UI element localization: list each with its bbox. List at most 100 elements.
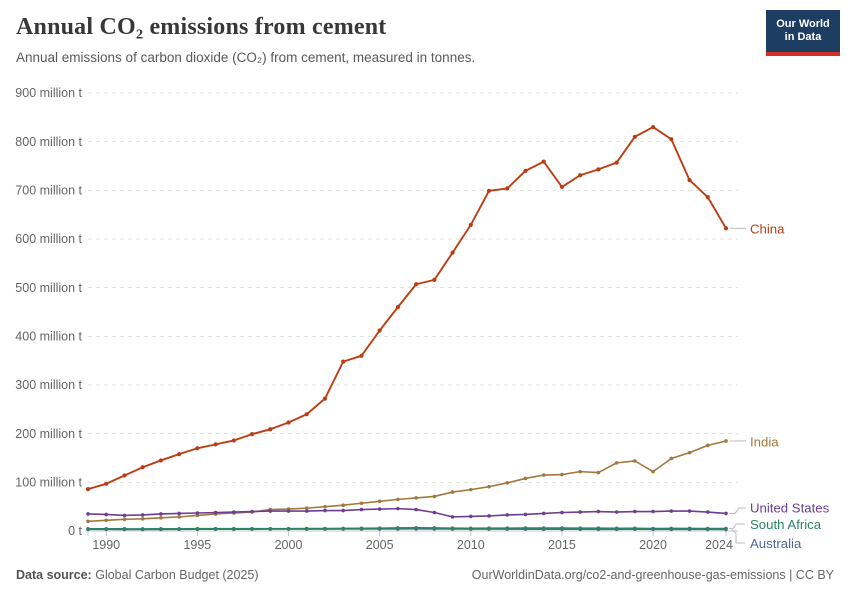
series-marker (596, 470, 601, 475)
legend-connector (731, 529, 745, 544)
series-marker (249, 432, 255, 437)
series-marker (523, 168, 528, 173)
series-marker (505, 481, 510, 485)
series-marker (505, 513, 510, 517)
series-marker (486, 188, 492, 193)
series-line-china[interactable] (87, 126, 727, 491)
series-line-south-africa[interactable] (88, 527, 727, 530)
series-marker (213, 510, 218, 515)
series-marker (505, 526, 510, 530)
series-marker (724, 511, 728, 516)
y-axis-tick-label: 500 million t (15, 281, 82, 295)
citation-link[interactable]: OurWorldinData.org/co2-and-greenhouse-ga… (471, 568, 834, 582)
x-axis-tick-label: 2010 (457, 538, 485, 552)
series-marker (341, 359, 346, 364)
series-marker (596, 167, 601, 172)
series-marker (687, 526, 692, 531)
series-marker (232, 526, 236, 531)
series-marker (86, 519, 90, 524)
x-axis-tick-label: 2005 (366, 538, 394, 552)
series-label-south-africa[interactable]: South Africa (750, 517, 822, 532)
legend-connector (729, 523, 745, 530)
series-marker (250, 526, 254, 531)
owid-logo[interactable]: Our World in Data (766, 10, 840, 56)
series-marker (487, 526, 491, 531)
series-label-india[interactable]: India (750, 434, 779, 449)
series-marker (523, 526, 528, 530)
series-marker (560, 472, 564, 477)
series-marker (687, 450, 692, 455)
series-marker (177, 515, 181, 519)
y-axis-tick-label: 600 million t (15, 232, 82, 246)
series-marker (650, 124, 656, 130)
series-marker (487, 484, 491, 489)
series-marker (523, 512, 528, 517)
series-marker (559, 184, 565, 190)
series-marker (304, 526, 309, 531)
series-marker (414, 507, 418, 512)
owid-logo-line2: in Data (784, 31, 822, 43)
series-marker (560, 526, 564, 530)
series-marker (86, 512, 90, 516)
series-marker (596, 509, 601, 514)
series-line-india[interactable] (87, 440, 727, 523)
series-marker (140, 517, 145, 521)
series-marker (304, 509, 309, 513)
y-axis-tick-label: 800 million t (15, 135, 82, 149)
series-marker (86, 527, 90, 531)
series-marker (541, 526, 546, 530)
y-axis-tick-label: 200 million t (15, 427, 82, 441)
series-marker (140, 527, 145, 531)
series-marker (159, 527, 163, 531)
series-line-united-states[interactable] (87, 507, 727, 518)
series-label-united-states[interactable]: United States (750, 500, 830, 515)
series-marker (104, 481, 109, 486)
chart-header: Annual CO₂ emissions from cement Annual … (16, 14, 756, 65)
series-marker (432, 494, 437, 499)
page-title: Annual CO₂ emissions from cement (16, 14, 387, 40)
series-marker (469, 514, 473, 519)
series-marker (377, 526, 382, 530)
series-marker (651, 509, 655, 514)
series-marker (122, 513, 127, 518)
series-marker (177, 511, 181, 516)
series-marker (651, 526, 655, 531)
series-marker (213, 442, 218, 447)
y-axis-tick-label: 0 t (68, 524, 82, 538)
series-marker (633, 509, 637, 514)
series-label-australia[interactable]: Australia (750, 536, 802, 551)
series-marker (377, 328, 382, 333)
series-marker (341, 526, 346, 531)
data-source-value: Global Carbon Budget (2025) (95, 568, 259, 582)
series-marker (322, 396, 328, 401)
series-marker (669, 509, 674, 513)
series-marker (614, 461, 619, 465)
series-marker (414, 496, 418, 500)
series-marker (304, 412, 309, 417)
series-marker (450, 490, 455, 494)
legend-connector (729, 507, 746, 514)
x-axis-tick-label: 2020 (639, 538, 667, 552)
y-axis-tick-label: 300 million t (15, 378, 82, 392)
series-marker (231, 438, 236, 443)
series-marker (286, 526, 291, 531)
series-marker (195, 526, 200, 531)
series-marker (323, 504, 327, 509)
series-marker (396, 506, 400, 511)
series-marker (541, 511, 546, 516)
series-marker (323, 526, 327, 531)
series-marker (705, 443, 710, 448)
series-marker (414, 526, 418, 530)
series-label-china[interactable]: China (750, 222, 785, 237)
series-marker (104, 512, 109, 517)
series-marker (614, 526, 619, 531)
series-marker (195, 511, 200, 515)
chart-footer: Data source: Global Carbon Budget (2025)… (16, 568, 834, 582)
series-marker (396, 497, 400, 502)
series-marker (159, 512, 163, 516)
series-marker (450, 515, 455, 519)
series-marker (450, 250, 455, 255)
series-marker (469, 526, 473, 531)
series-marker (159, 516, 163, 520)
series-marker (578, 173, 583, 178)
